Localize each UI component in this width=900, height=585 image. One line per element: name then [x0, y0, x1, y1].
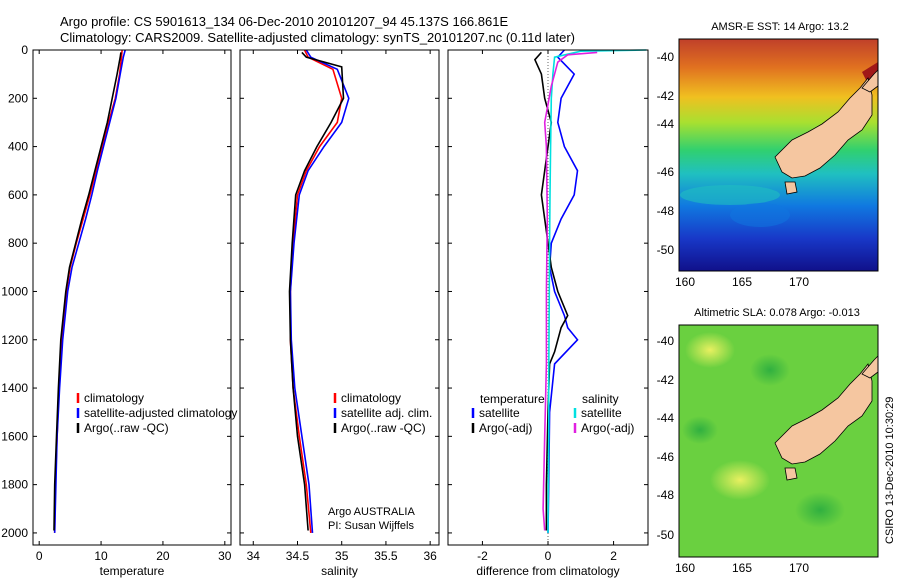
map-y-tick-label: -50 — [657, 528, 675, 542]
x-tick-label: 34.5 — [286, 549, 310, 563]
south-island-land — [774, 77, 873, 179]
y-tick-label: 1800 — [1, 478, 28, 492]
side-timestamp-label: CSIRO 13-Dec-2010 10:30:29 — [884, 397, 896, 544]
stewart-island-land — [784, 181, 798, 195]
x-tick-label: 34 — [247, 549, 261, 563]
legend-label: Argo(..raw -QC) — [341, 421, 426, 435]
x-axis-label: difference from climatology — [476, 564, 619, 578]
series-line-1 — [53, 49, 123, 533]
plot-frame — [239, 49, 440, 546]
sst-field-patch — [680, 185, 780, 205]
series-line-2 — [53, 49, 126, 533]
series-line-3 — [547, 49, 647, 533]
map-x-tick-label: 160 — [675, 275, 695, 289]
legend-label: Argo(..raw -QC) — [84, 421, 169, 435]
sla-field-patch — [710, 460, 770, 500]
legend-label: satellite — [479, 406, 520, 420]
temperature-panel: 0 200 400 600 800 1000 1200 1400 1600 1800 2000 0 10… — [1, 43, 237, 578]
map-y-tick-label: -42 — [657, 89, 675, 103]
y-tick-label: 1200 — [1, 333, 28, 347]
map-y-tick-label: -42 — [657, 373, 675, 387]
map-x-tick-label: 165 — [732, 561, 752, 575]
x-tick-label: 35.5 — [374, 549, 398, 563]
legend-label: climatology — [341, 391, 401, 405]
plot-frame — [32, 49, 232, 546]
x-tick-label: -2 — [477, 549, 488, 563]
legend-title: temperature — [480, 392, 545, 406]
y-tick-label: 2000 — [1, 526, 28, 540]
series-line-4 — [542, 51, 598, 531]
sla-field-patch — [795, 492, 845, 528]
sla-map-title: Altimetric SLA: 0.078 Argo: -0.013 — [694, 307, 860, 319]
x-tick-label: 36 — [423, 549, 437, 563]
map-y-tick-label: -50 — [657, 243, 675, 257]
annotation-text: PI: Susan Wijffels — [328, 520, 414, 532]
y-tick-label: 0 — [21, 43, 28, 57]
sla-field-patch — [685, 332, 735, 368]
legend-label: climatology — [84, 391, 144, 405]
map-y-tick-label: -46 — [657, 450, 675, 464]
y-tick-label: 1600 — [1, 429, 28, 443]
series-line-1 — [289, 49, 343, 533]
map-x-tick-label: 165 — [732, 275, 752, 289]
series-line-3 — [288, 51, 345, 531]
sst-field-patch — [730, 203, 790, 227]
legend-label: satellite — [581, 406, 622, 420]
annotation-text: Argo AUSTRALIA — [328, 506, 415, 518]
legend-label: Argo(-adj) — [479, 421, 532, 435]
stewart-island-land — [784, 467, 798, 481]
legend-label: Argo(-adj) — [581, 421, 634, 435]
sst-map-frame — [678, 38, 879, 272]
x-tick-label: 0 — [545, 549, 552, 563]
x-axis-label: salinity — [321, 564, 358, 578]
sla-field-patch — [682, 416, 718, 444]
map-ticks: 160 165 170 -40 -42 -44 -46 -48 -50 160 165 170 -40 -… — [657, 50, 810, 575]
header-line-2: Climatology: CARS2009. Satellite-adjuste… — [60, 30, 575, 45]
series-line-1 — [547, 49, 579, 533]
map-x-tick-label: 170 — [789, 561, 809, 575]
map-y-tick-label: -40 — [657, 334, 675, 348]
map-x-tick-label: 170 — [789, 275, 809, 289]
map-y-tick-label: -48 — [657, 204, 675, 218]
x-tick-label: 30 — [218, 549, 232, 563]
map-x-tick-label: 160 — [675, 561, 695, 575]
y-tick-label: 1000 — [1, 284, 28, 298]
legend-title: salinity — [582, 392, 619, 406]
legend-label: satellite adj. clim. — [341, 406, 432, 420]
sla-map-frame — [678, 324, 879, 558]
map-y-tick-label: -44 — [657, 117, 675, 131]
map-y-tick-label: -46 — [657, 165, 675, 179]
sla-map — [678, 324, 879, 558]
header-line-1: Argo profile: CS 5901613_134 06-Dec-2010… — [60, 14, 508, 29]
y-tick-label: 200 — [8, 91, 28, 105]
series-line-2 — [289, 49, 350, 533]
map-y-tick-label: -48 — [657, 488, 675, 502]
sla-field-patch — [750, 354, 790, 386]
sst-map-title: AMSR-E SST: 14 Argo: 13.2 — [711, 21, 849, 33]
legend-label: satellite-adjusted climatology — [84, 406, 237, 420]
y-tick-label: 600 — [8, 188, 28, 202]
x-tick-label: 20 — [156, 549, 170, 563]
y-tick-label: 400 — [8, 140, 28, 154]
x-axis-label: temperature — [100, 564, 165, 578]
x-tick-label: 0 — [36, 549, 43, 563]
map-y-tick-label: -40 — [657, 50, 675, 64]
map-y-tick-label: -44 — [657, 411, 675, 425]
x-tick-label: 10 — [94, 549, 108, 563]
y-tick-label: 1400 — [1, 381, 28, 395]
sst-map — [678, 38, 879, 272]
south-island-land — [774, 363, 873, 465]
x-tick-label: 35 — [335, 549, 349, 563]
series-line-3 — [53, 52, 122, 531]
x-tick-label: 2 — [610, 549, 617, 563]
y-tick-label: 800 — [8, 236, 28, 250]
salinity-panel: 34 34.5 35 35.5 36 salinity climatologysatelli… — [239, 49, 440, 578]
